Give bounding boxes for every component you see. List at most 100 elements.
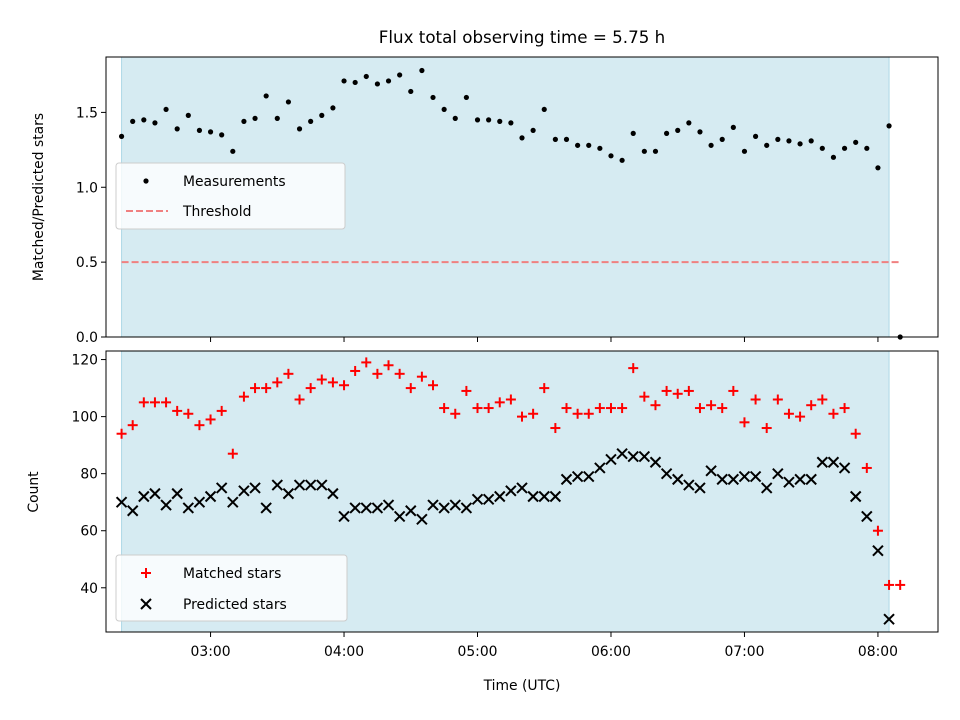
predicted-star-point	[149, 487, 161, 500]
x-tick-label: 06:00	[591, 644, 631, 660]
measurement-point	[196, 127, 203, 133]
x-marker-b	[282, 487, 295, 500]
predicted-star-point	[449, 499, 461, 511]
x-marker-b	[838, 462, 851, 474]
measurement-point	[385, 78, 392, 84]
predicted-star-point	[794, 473, 806, 486]
bottom-legend-box	[115, 554, 348, 622]
x-marker-b	[583, 470, 595, 483]
measurement-point	[441, 106, 447, 113]
matched-star-point	[661, 385, 672, 396]
legend-measurements-label: Measurements	[183, 174, 286, 190]
matched-star-point	[138, 397, 149, 408]
measurement-point	[652, 148, 659, 154]
matched-star-point	[161, 397, 172, 408]
measurement-point	[552, 136, 558, 142]
x-marker-b	[727, 473, 740, 486]
predicted-star-point	[872, 544, 884, 557]
x-marker-b	[705, 465, 717, 477]
matched-star-point	[116, 428, 127, 439]
predicted-star-point	[672, 473, 684, 486]
matched-star-point	[806, 400, 817, 411]
predicted-star-point	[482, 493, 495, 506]
predicted-star-point	[571, 470, 584, 483]
predicted-star-point	[760, 482, 773, 494]
measurement-point	[230, 148, 236, 154]
matched-star-point	[561, 403, 572, 414]
matched-star-point	[372, 368, 383, 379]
matched-star-point	[772, 394, 783, 405]
measurement-point	[241, 118, 247, 124]
measurement-point	[697, 129, 703, 135]
matched-star-point	[839, 403, 850, 414]
measurement-point	[419, 67, 425, 74]
matched-star-point	[450, 408, 461, 419]
x-marker-b	[772, 467, 784, 480]
measurement-point	[374, 81, 381, 87]
measurement-point	[363, 73, 369, 80]
predicted-star-point	[238, 485, 250, 497]
x-marker-b	[371, 502, 384, 514]
measurement-point	[541, 106, 547, 113]
x-marker-b	[171, 487, 183, 500]
predicted-star-point	[649, 456, 662, 468]
y-tick-label: 120	[71, 353, 98, 369]
measurement-point	[708, 142, 714, 148]
measurement-point	[764, 142, 770, 148]
x-marker-b	[149, 487, 161, 500]
measurement-point	[263, 93, 269, 99]
x-marker-b	[316, 479, 328, 491]
x-marker-b	[405, 505, 417, 517]
predicted-star-point	[594, 462, 606, 474]
x-marker-b	[760, 482, 773, 494]
measurement-point	[497, 118, 503, 124]
predicted-star-point	[438, 502, 450, 514]
x-axis-label: Time (UTC)	[483, 678, 561, 694]
x-marker-b	[327, 487, 339, 500]
top-x-ticks	[210, 337, 879, 342]
x-marker-b	[260, 502, 272, 514]
matched-star-point	[694, 403, 705, 414]
matched-star-point	[895, 579, 906, 590]
x-marker-b	[594, 462, 606, 474]
measurement-point	[474, 117, 481, 123]
x-marker-b	[204, 490, 217, 503]
predicted-star-point	[683, 479, 695, 491]
x-tick-label: 08:00	[858, 644, 898, 660]
predicted-star-point	[249, 482, 261, 494]
x-marker-b	[560, 473, 573, 486]
measurement-point	[274, 115, 280, 121]
x-marker-b	[627, 450, 639, 463]
matched-star-point	[817, 394, 828, 405]
y-tick-label: 80	[80, 467, 98, 483]
matched-star-point	[494, 397, 505, 408]
matched-star-point	[205, 414, 216, 425]
matched-star-point	[238, 391, 249, 402]
measurement-point	[207, 129, 214, 135]
x-marker-b	[816, 456, 829, 468]
predicted-star-point	[727, 473, 740, 486]
x-marker-b	[215, 482, 228, 494]
measurement-point	[864, 145, 870, 151]
x-marker-b	[126, 505, 139, 517]
predicted-star-point	[115, 496, 128, 508]
predicted-star-point	[805, 473, 817, 486]
predicted-star-point	[160, 499, 172, 511]
x-marker-b	[716, 473, 728, 486]
measurement-point	[797, 141, 803, 147]
predicted-star-point	[416, 513, 428, 526]
measurement-point	[508, 120, 514, 126]
y-tick-label: 40	[80, 581, 98, 597]
measurement-point	[130, 118, 136, 124]
x-marker-b	[571, 470, 584, 483]
matched-star-point	[672, 388, 683, 399]
measurement-point	[830, 154, 837, 160]
x-marker-b	[683, 479, 695, 491]
bottom-legend: Matched stars Predicted stars	[115, 554, 348, 622]
matched-star-point	[583, 408, 594, 419]
measurement-point	[619, 157, 625, 163]
matched-star-point	[339, 380, 350, 391]
measurement-point	[486, 117, 492, 123]
matched-star-point	[216, 405, 227, 416]
matched-star-point	[728, 385, 739, 396]
